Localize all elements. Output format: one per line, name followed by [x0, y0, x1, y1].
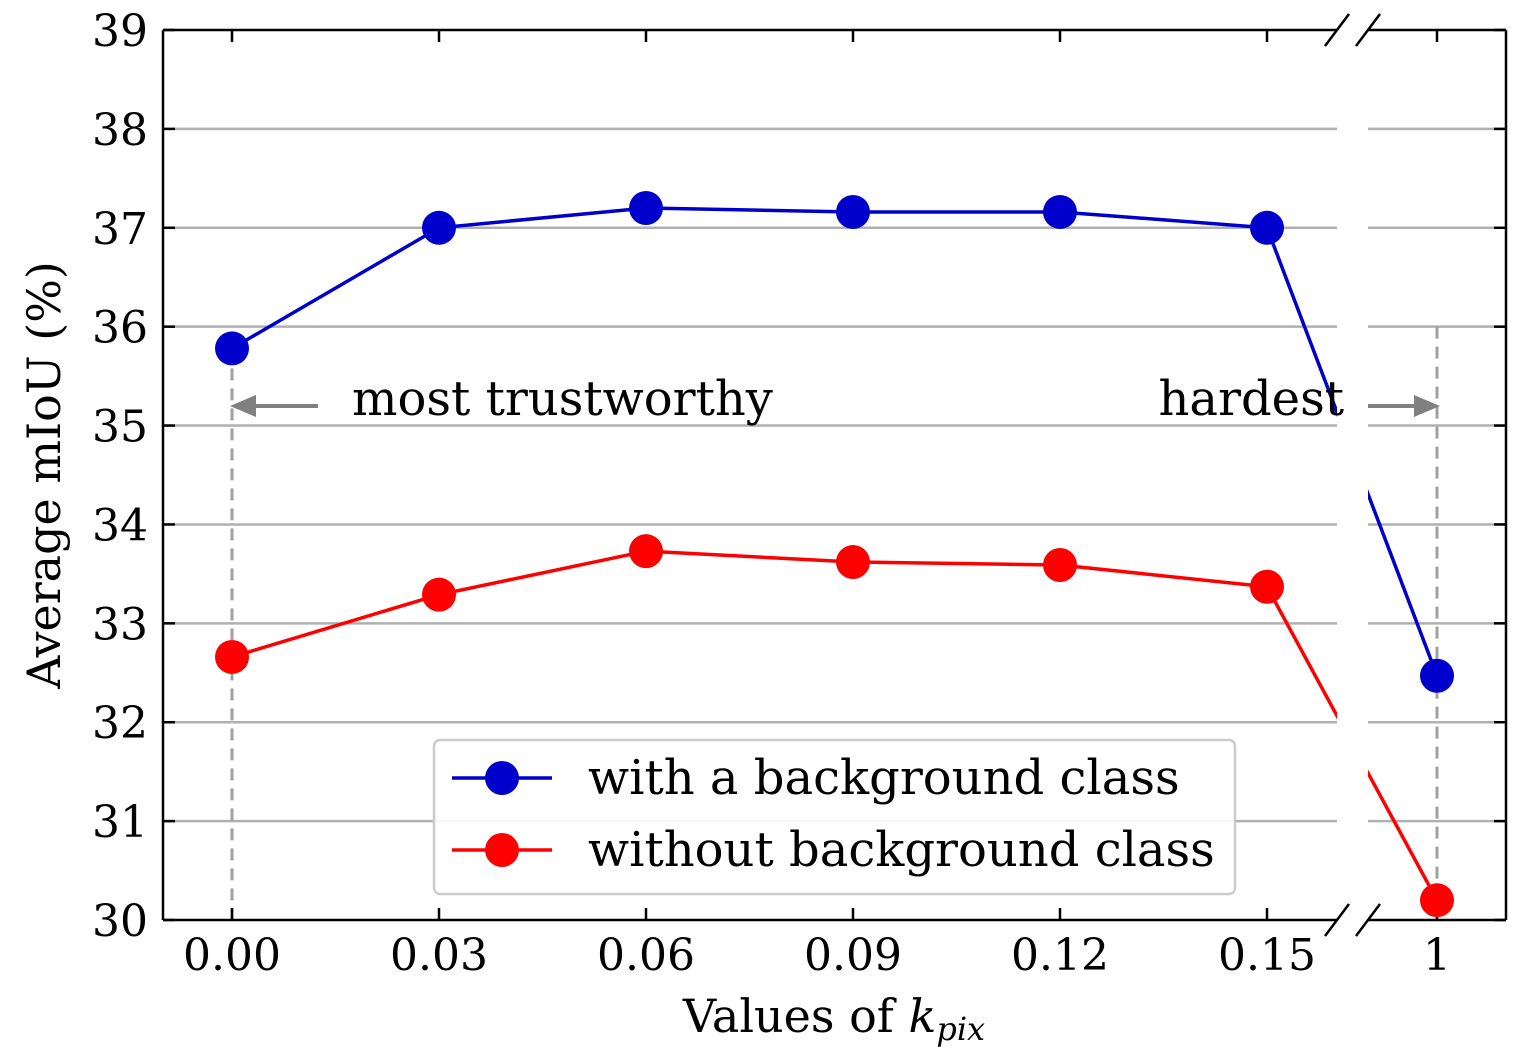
- data-point-s0-2: [629, 191, 663, 225]
- y-tick-label-36: 36: [92, 303, 148, 354]
- legend-label-without-background: without background class: [588, 822, 1215, 878]
- data-point-s0-1: [422, 210, 456, 245]
- y-tick-label-35: 35: [92, 402, 148, 453]
- x-tick-labels: 0.00 0.03 0.06 0.09 0.12 0.15 1: [183, 930, 1451, 981]
- legend-label-with-background: with a background class: [588, 750, 1180, 806]
- x-tick-label-0.00: 0.00: [183, 930, 281, 981]
- left-arrow-head: [230, 395, 256, 417]
- data-point-s1-6: [1420, 883, 1454, 918]
- x-axis-label-sub: pix: [936, 1010, 985, 1048]
- grid-lines: [163, 127, 1506, 823]
- y-tick-label-32: 32: [92, 698, 148, 749]
- x-tick-label-0.12: 0.12: [1011, 930, 1109, 981]
- y-tick-label-38: 38: [92, 105, 148, 156]
- data-point-s1-0: [215, 639, 249, 674]
- x-axis-label-prefix: Values of: [682, 989, 909, 1043]
- x-axis-label: Values of kpix: [682, 989, 985, 1048]
- axis-ticks: [163, 28, 1506, 922]
- legend-marker-with-background: [485, 761, 519, 795]
- annotation-right: hardest: [1158, 371, 1344, 427]
- series-line-right-0: [1368, 488, 1439, 677]
- legend-marker-without-background: [485, 833, 519, 867]
- x-tick-label-0.03: 0.03: [390, 930, 488, 981]
- data-point-s1-3: [836, 545, 870, 580]
- data-point-s1-4: [1043, 547, 1077, 582]
- axis-break-marks: [1324, 13, 1381, 937]
- annotations: most trustworthy hardest: [230, 371, 1440, 427]
- y-tick-label-39: 39: [92, 6, 148, 57]
- y-tick-label-31: 31: [92, 797, 148, 848]
- y-tick-label-37: 37: [92, 204, 148, 255]
- data-point-s1-1: [422, 577, 456, 612]
- data-point-s0-6: [1420, 658, 1454, 693]
- data-point-s1-2: [629, 534, 663, 569]
- series-line-left-0: [231, 206, 1337, 418]
- y-tick-labels: 30 31 32 33 34 35 36 37 38 39: [92, 6, 148, 947]
- series-points: [215, 191, 1454, 918]
- y-tick-label-33: 33: [92, 599, 148, 650]
- x-tick-label-0.15: 0.15: [1218, 930, 1316, 981]
- x-tick-label-1: 1: [1423, 930, 1451, 981]
- data-point-s0-4: [1043, 194, 1077, 229]
- data-point-s1-5: [1250, 569, 1284, 604]
- data-point-s0-5: [1250, 210, 1284, 245]
- y-tick-label-30: 30: [92, 896, 148, 947]
- x-tick-label-0.09: 0.09: [804, 930, 902, 981]
- legend-box: [432, 738, 1237, 896]
- x-tick-label-0.06: 0.06: [597, 930, 695, 981]
- y-axis-label: Average mIoU (%): [17, 261, 71, 690]
- data-point-s0-0: [215, 331, 249, 366]
- annotation-left: most trustworthy: [352, 371, 773, 427]
- data-point-s0-3: [836, 194, 870, 229]
- x-axis-label-var: k: [908, 989, 936, 1043]
- y-tick-label-34: 34: [92, 500, 148, 551]
- reference-lines: [230, 326, 1439, 920]
- right-arrow-head: [1414, 395, 1440, 417]
- legend: with a background class without backgrou…: [432, 738, 1237, 896]
